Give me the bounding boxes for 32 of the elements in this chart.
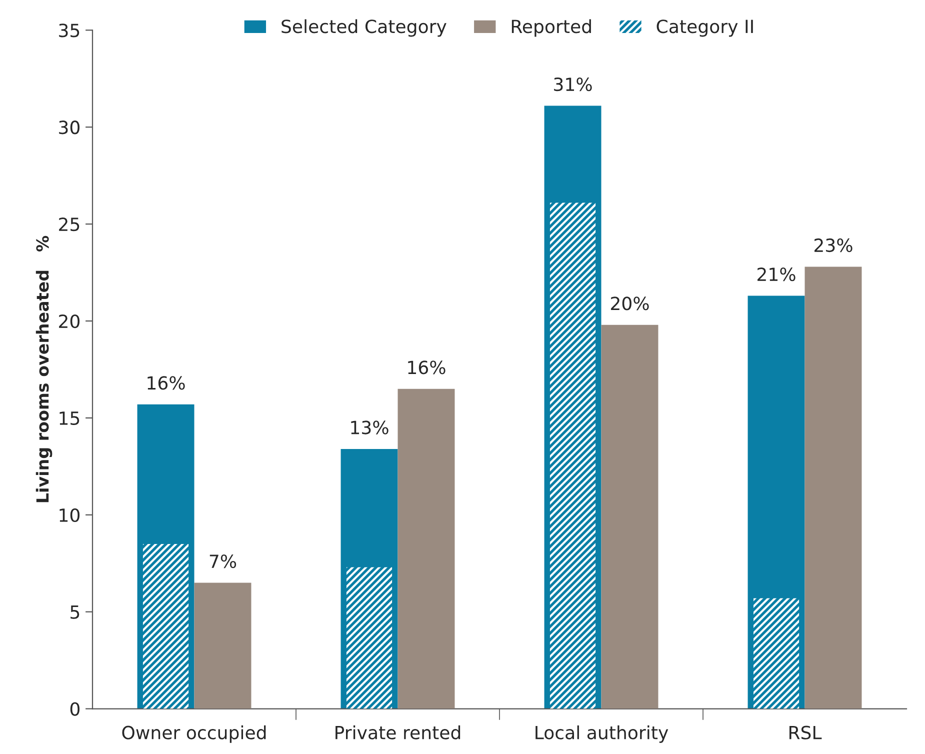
legend-label: Selected Category xyxy=(282,19,446,37)
data-label: 23% xyxy=(814,238,852,252)
bar xyxy=(194,582,252,709)
y-tick-label: 30 xyxy=(59,120,80,134)
data-label: 16% xyxy=(148,376,185,390)
data-label: 20% xyxy=(610,296,649,310)
bar xyxy=(753,598,800,709)
y-tick-label: 5 xyxy=(70,606,80,619)
x-tick-label: Owner occupied xyxy=(122,725,266,743)
x-tick-label: Private rented xyxy=(336,725,460,740)
legend-label: Category II xyxy=(656,20,753,37)
bar xyxy=(804,266,862,709)
data-label: 7% xyxy=(210,554,236,568)
x-tick-label: RSL xyxy=(789,726,822,740)
legend-label: Reported xyxy=(512,19,591,37)
y-tick-label: 10 xyxy=(60,508,80,522)
y-axis-title: Living rooms overheated % xyxy=(36,236,52,502)
x-tick-label: Local authority xyxy=(536,725,668,743)
bar xyxy=(550,202,596,709)
data-label: 31% xyxy=(554,78,592,92)
bar xyxy=(142,544,189,709)
bar xyxy=(601,324,658,709)
y-tick-label: 0 xyxy=(70,702,80,716)
data-label: 16% xyxy=(408,360,446,374)
bar xyxy=(346,567,392,709)
y-tick-label: 25 xyxy=(59,218,80,232)
data-label: 21% xyxy=(758,268,796,282)
y-tick-label: 20 xyxy=(59,314,80,328)
y-tick-label: 15 xyxy=(60,412,80,426)
y-tick-label: 35 xyxy=(59,24,80,38)
bar xyxy=(398,388,455,709)
data-label: 13% xyxy=(351,420,388,434)
